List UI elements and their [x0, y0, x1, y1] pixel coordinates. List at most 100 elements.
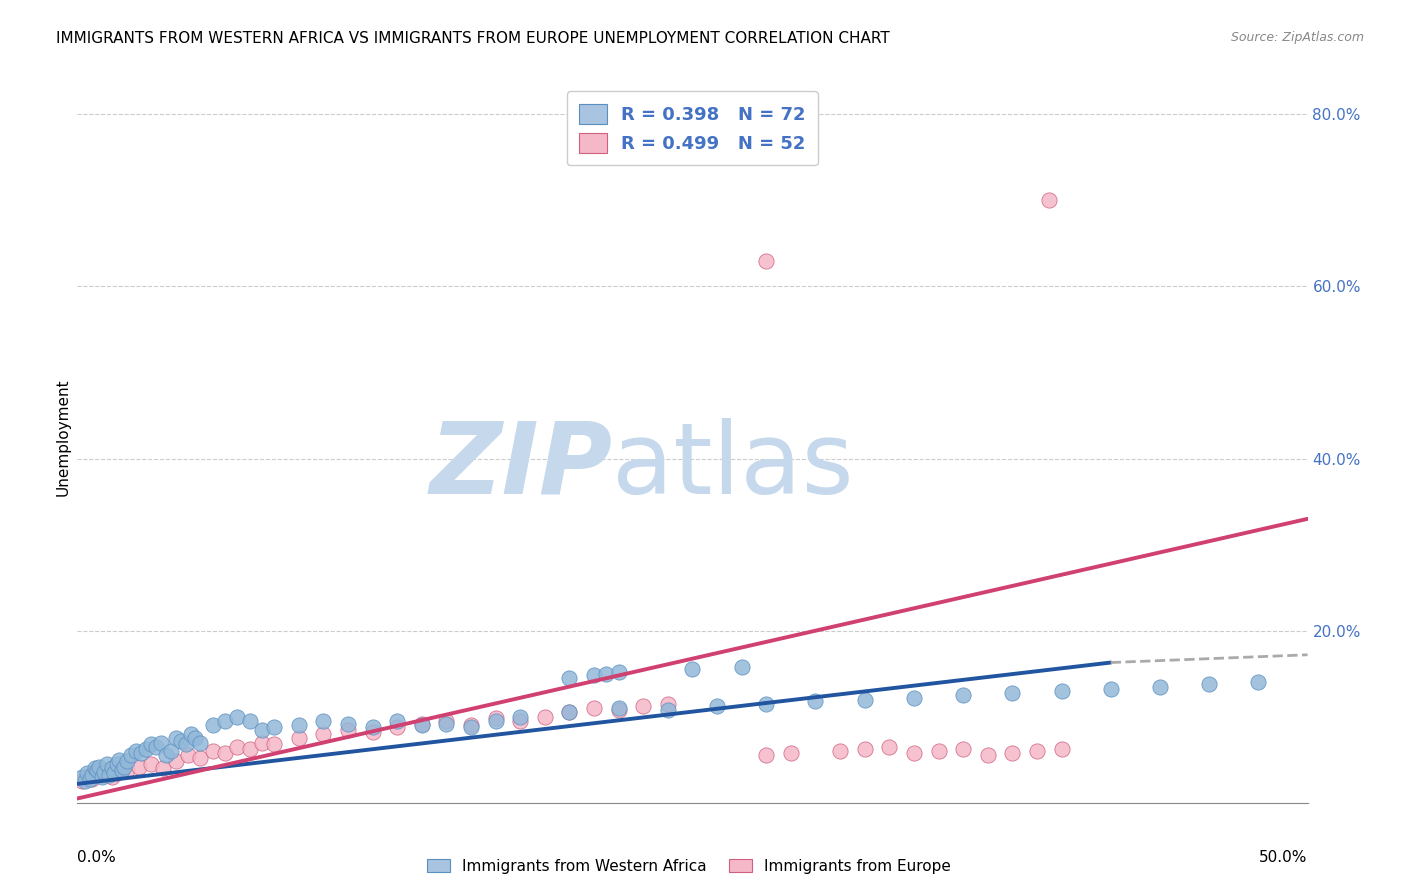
- Point: [226, 739, 249, 754]
- Point: [165, 755, 187, 769]
- Point: [180, 727, 202, 741]
- Point: [460, 718, 482, 732]
- Point: [214, 746, 236, 760]
- Point: [76, 765, 98, 780]
- Point: [1050, 742, 1073, 756]
- Point: [804, 694, 827, 708]
- Point: [558, 706, 581, 720]
- Point: [90, 770, 114, 784]
- Point: [184, 731, 207, 746]
- Y-axis label: Unemployment: Unemployment: [55, 378, 70, 496]
- Point: [90, 768, 114, 782]
- Point: [214, 714, 236, 728]
- Point: [952, 742, 974, 756]
- Point: [128, 759, 150, 773]
- Point: [1099, 682, 1122, 697]
- Point: [152, 761, 174, 775]
- Point: [105, 765, 128, 780]
- Point: [96, 757, 118, 772]
- Point: [952, 688, 974, 702]
- Point: [76, 770, 98, 784]
- Point: [312, 714, 335, 728]
- Point: [165, 731, 187, 746]
- Point: [141, 737, 163, 751]
- Text: IMMIGRANTS FROM WESTERN AFRICA VS IMMIGRANTS FROM EUROPE UNEMPLOYMENT CORRELATIO: IMMIGRANTS FROM WESTERN AFRICA VS IMMIGR…: [56, 31, 890, 46]
- Point: [460, 720, 482, 734]
- Point: [928, 744, 950, 758]
- Point: [174, 737, 197, 751]
- Point: [903, 746, 925, 760]
- Point: [755, 748, 778, 763]
- Point: [1198, 677, 1220, 691]
- Point: [263, 720, 285, 734]
- Point: [633, 699, 655, 714]
- Point: [82, 772, 104, 786]
- Point: [1149, 680, 1171, 694]
- Point: [131, 746, 153, 760]
- Point: [657, 697, 679, 711]
- Point: [86, 765, 108, 780]
- Point: [361, 725, 384, 739]
- Point: [657, 703, 679, 717]
- Text: 50.0%: 50.0%: [1260, 850, 1308, 865]
- Point: [853, 692, 876, 706]
- Text: Source: ZipAtlas.com: Source: ZipAtlas.com: [1230, 31, 1364, 45]
- Point: [288, 731, 311, 746]
- Point: [115, 755, 138, 769]
- Point: [108, 753, 131, 767]
- Point: [755, 697, 778, 711]
- Point: [337, 716, 360, 731]
- Point: [607, 665, 630, 679]
- Point: [583, 668, 606, 682]
- Point: [583, 701, 606, 715]
- Point: [977, 748, 1000, 763]
- Point: [112, 759, 135, 773]
- Point: [830, 744, 852, 758]
- Point: [607, 703, 630, 717]
- Point: [509, 710, 531, 724]
- Point: [83, 761, 105, 775]
- Text: atlas: atlas: [613, 417, 853, 515]
- Point: [111, 761, 132, 775]
- Point: [135, 742, 157, 756]
- Point: [558, 706, 581, 720]
- Point: [607, 701, 630, 715]
- Point: [103, 765, 125, 780]
- Point: [411, 716, 433, 731]
- Point: [96, 763, 118, 777]
- Point: [1050, 684, 1073, 698]
- Point: [853, 742, 876, 756]
- Text: ZIP: ZIP: [429, 417, 613, 515]
- Point: [731, 660, 754, 674]
- Point: [150, 735, 173, 749]
- Point: [288, 718, 311, 732]
- Point: [263, 737, 285, 751]
- Point: [485, 714, 508, 728]
- Point: [239, 714, 262, 728]
- Point: [1001, 686, 1024, 700]
- Point: [101, 770, 124, 784]
- Point: [98, 768, 121, 782]
- Point: [558, 671, 581, 685]
- Point: [1026, 744, 1049, 758]
- Point: [115, 763, 138, 777]
- Point: [89, 759, 111, 773]
- Point: [160, 744, 183, 758]
- Point: [101, 761, 124, 775]
- Point: [121, 748, 143, 763]
- Point: [411, 718, 433, 732]
- Point: [111, 763, 132, 777]
- Point: [226, 710, 249, 724]
- Point: [1247, 675, 1270, 690]
- Point: [177, 748, 200, 763]
- Point: [485, 711, 508, 725]
- Point: [250, 723, 273, 737]
- Point: [145, 739, 167, 754]
- Point: [682, 662, 704, 676]
- Point: [105, 757, 128, 772]
- Point: [387, 714, 409, 728]
- Point: [780, 746, 803, 760]
- Point: [170, 734, 193, 748]
- Point: [239, 742, 262, 756]
- Point: [361, 720, 384, 734]
